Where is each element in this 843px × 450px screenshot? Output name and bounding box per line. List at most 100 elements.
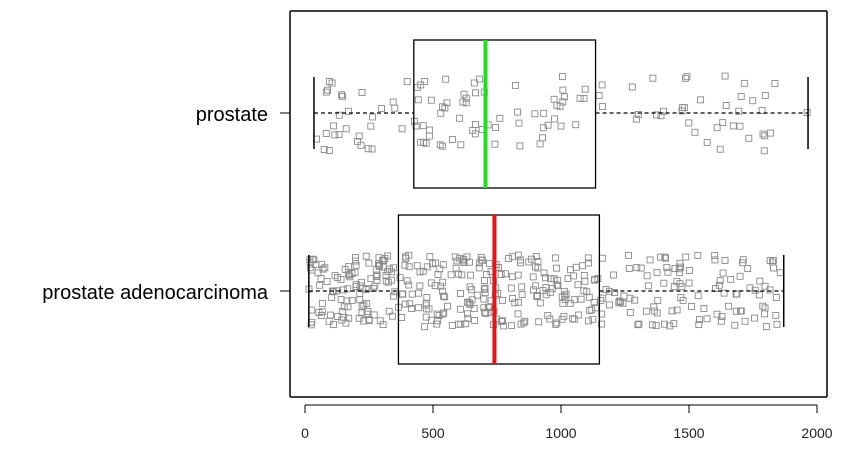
- data-point-adenocarcinoma: [435, 312, 443, 319]
- data-point-adenocarcinoma: [471, 317, 479, 324]
- data-point-prostate: [354, 137, 361, 145]
- data-point-adenocarcinoma: [769, 256, 777, 264]
- data-point-adenocarcinoma: [514, 310, 522, 318]
- data-point-adenocarcinoma: [732, 307, 740, 315]
- data-point-adenocarcinoma: [736, 272, 744, 280]
- data-point-prostate: [331, 131, 339, 139]
- data-point-adenocarcinoma: [673, 277, 681, 285]
- category-labels: prostate prostate adenocarcinoma: [42, 104, 269, 304]
- data-point-adenocarcinoma: [631, 296, 639, 304]
- data-point-adenocarcinoma: [737, 307, 745, 315]
- data-point-prostate: [443, 99, 451, 107]
- data-point-prostate: [437, 109, 445, 117]
- data-point-prostate: [771, 80, 779, 87]
- data-point-adenocarcinoma: [497, 318, 505, 326]
- data-point-prostate: [557, 122, 565, 130]
- data-point-prostate: [628, 83, 636, 91]
- data-point-adenocarcinoma: [661, 320, 668, 328]
- data-point-adenocarcinoma: [389, 312, 396, 320]
- data-point-adenocarcinoma: [642, 307, 650, 315]
- data-point-prostate: [515, 119, 523, 127]
- data-point-prostate: [358, 89, 366, 96]
- data-point-adenocarcinoma: [403, 277, 411, 285]
- data-point-adenocarcinoma: [719, 269, 727, 277]
- data-point-prostate: [803, 109, 811, 116]
- data-point-adenocarcinoma: [360, 317, 368, 325]
- data-point-adenocarcinoma: [405, 251, 413, 259]
- data-point-prostate: [572, 121, 580, 129]
- data-point-prostate: [398, 125, 406, 133]
- data-point-adenocarcinoma: [509, 294, 517, 302]
- data-point-adenocarcinoma: [509, 253, 517, 261]
- data-point-adenocarcinoma: [440, 292, 447, 300]
- data-point-adenocarcinoma: [470, 305, 478, 313]
- data-point-adenocarcinoma: [762, 323, 770, 331]
- data-point-prostate: [422, 139, 430, 147]
- data-point-adenocarcinoma: [326, 311, 334, 319]
- data-point-adenocarcinoma: [518, 291, 526, 298]
- data-point-adenocarcinoma: [419, 267, 427, 275]
- data-point-adenocarcinoma: [648, 321, 656, 329]
- plot-frame: [289, 10, 828, 398]
- data-point-prostate: [539, 134, 546, 142]
- data-point-adenocarcinoma: [570, 296, 578, 304]
- data-point-adenocarcinoma: [575, 311, 583, 319]
- data-point-adenocarcinoma: [657, 253, 665, 261]
- data-point-adenocarcinoma: [585, 259, 592, 267]
- x-axis: 0 500 1000 1500 2000: [301, 404, 833, 441]
- data-point-adenocarcinoma: [761, 282, 769, 290]
- data-point-adenocarcinoma: [415, 304, 423, 312]
- data-point-adenocarcinoma: [317, 275, 325, 282]
- data-point-adenocarcinoma: [358, 309, 366, 317]
- data-point-prostate: [472, 121, 479, 128]
- data-point-adenocarcinoma: [766, 286, 774, 294]
- data-point-prostate: [325, 147, 333, 154]
- data-point-adenocarcinoma: [626, 309, 634, 316]
- data-point-prostate: [442, 75, 450, 83]
- data-point-adenocarcinoma: [401, 300, 409, 308]
- data-point-prostate: [427, 96, 435, 104]
- data-point-adenocarcinoma: [306, 264, 314, 272]
- data-point-adenocarcinoma: [712, 285, 719, 292]
- data-point-adenocarcinoma: [586, 307, 594, 314]
- data-point-adenocarcinoma: [682, 253, 690, 261]
- category-ticks: [280, 112, 290, 292]
- data-point-adenocarcinoma: [497, 271, 505, 279]
- data-point-adenocarcinoma: [633, 264, 641, 272]
- data-point-adenocarcinoma: [328, 287, 336, 295]
- data-point-adenocarcinoma: [590, 299, 598, 306]
- data-point-adenocarcinoma: [685, 267, 693, 274]
- data-point-adenocarcinoma: [756, 277, 764, 285]
- data-point-adenocarcinoma: [532, 282, 540, 290]
- data-point-adenocarcinoma: [309, 255, 317, 263]
- data-point-prostate: [760, 147, 768, 155]
- data-point-adenocarcinoma: [406, 300, 414, 308]
- data-point-prostate: [722, 102, 730, 109]
- data-point-adenocarcinoma: [375, 254, 383, 262]
- data-point-adenocarcinoma: [371, 282, 379, 290]
- data-point-prostate: [678, 107, 686, 115]
- data-point-adenocarcinoma: [653, 309, 661, 317]
- data-point-adenocarcinoma: [574, 281, 582, 289]
- data-point-prostate: [357, 141, 365, 149]
- data-point-adenocarcinoma: [427, 279, 435, 287]
- data-point-adenocarcinoma: [421, 323, 428, 331]
- data-point-adenocarcinoma: [652, 322, 660, 330]
- data-point-adenocarcinoma: [521, 317, 529, 325]
- data-point-adenocarcinoma: [650, 303, 658, 311]
- data-point-prostate: [426, 126, 434, 134]
- data-point-adenocarcinoma: [626, 294, 634, 302]
- data-point-adenocarcinoma: [466, 300, 474, 308]
- data-point-prostate: [682, 74, 689, 82]
- data-point-adenocarcinoma: [644, 282, 652, 290]
- data-point-adenocarcinoma: [337, 275, 345, 283]
- data-point-adenocarcinoma: [685, 279, 693, 287]
- data-point-adenocarcinoma: [502, 270, 509, 278]
- data-point-prostate: [324, 86, 331, 94]
- data-point-prostate: [595, 92, 603, 99]
- data-point-adenocarcinoma: [717, 317, 725, 325]
- data-point-adenocarcinoma: [744, 265, 752, 273]
- data-point-adenocarcinoma: [716, 277, 724, 285]
- data-point-adenocarcinoma: [329, 288, 337, 296]
